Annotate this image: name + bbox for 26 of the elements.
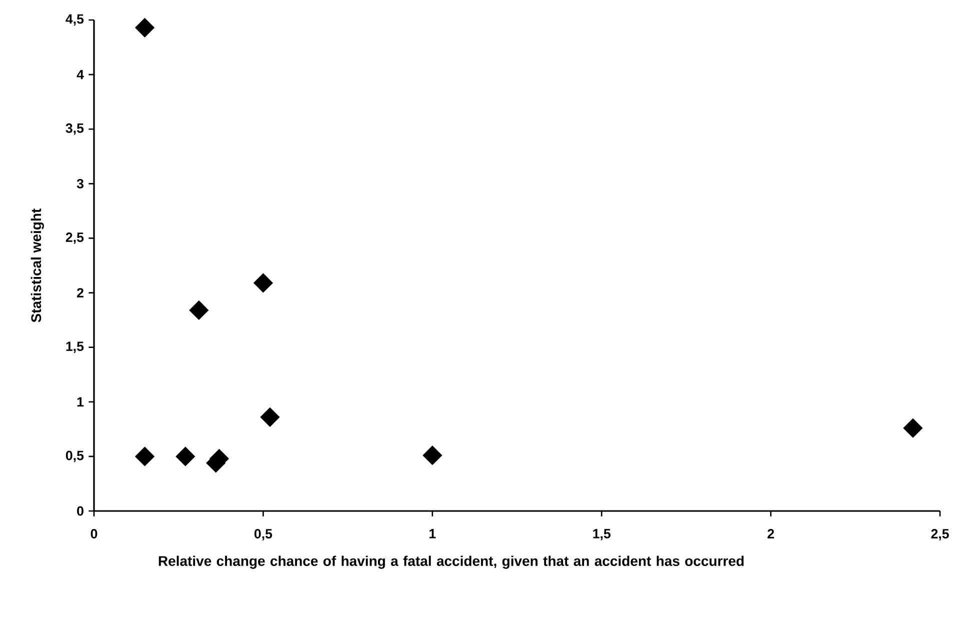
x-tick-label: 2,5: [931, 529, 949, 540]
point: [135, 18, 154, 38]
point: [422, 446, 442, 466]
point: [260, 407, 280, 427]
point: [189, 300, 209, 320]
y-tick-label: 1: [77, 397, 84, 406]
x-tick-label: 1,5: [593, 529, 611, 540]
y-tick-label: 0: [77, 506, 84, 516]
y-tick-label: 1,5: [66, 342, 84, 353]
x-axis-title: Relative change chance of having a fatal accident, given that an accident has occurred: [158, 556, 744, 569]
y-tick-label: 0,5: [66, 450, 84, 462]
point: [903, 418, 923, 438]
point: [135, 446, 154, 466]
y-tick-label: 4,5: [66, 14, 84, 26]
y-tick-label: 3: [76, 178, 84, 188]
x-tick-label: 0: [90, 529, 98, 538]
y-axis-title: Statistical weight: [30, 208, 44, 322]
point: [254, 273, 273, 293]
x-tick-label: 0,5: [254, 529, 272, 540]
point: [176, 446, 196, 466]
x-tick-label: 1: [430, 529, 436, 538]
y-tick-label: 4: [76, 70, 84, 80]
y-tick-label: 3,5: [66, 123, 84, 135]
x-tick-label: 2: [768, 529, 774, 538]
y-tick-label: 2: [77, 288, 84, 298]
y-tick-label: 2,5: [66, 232, 84, 244]
